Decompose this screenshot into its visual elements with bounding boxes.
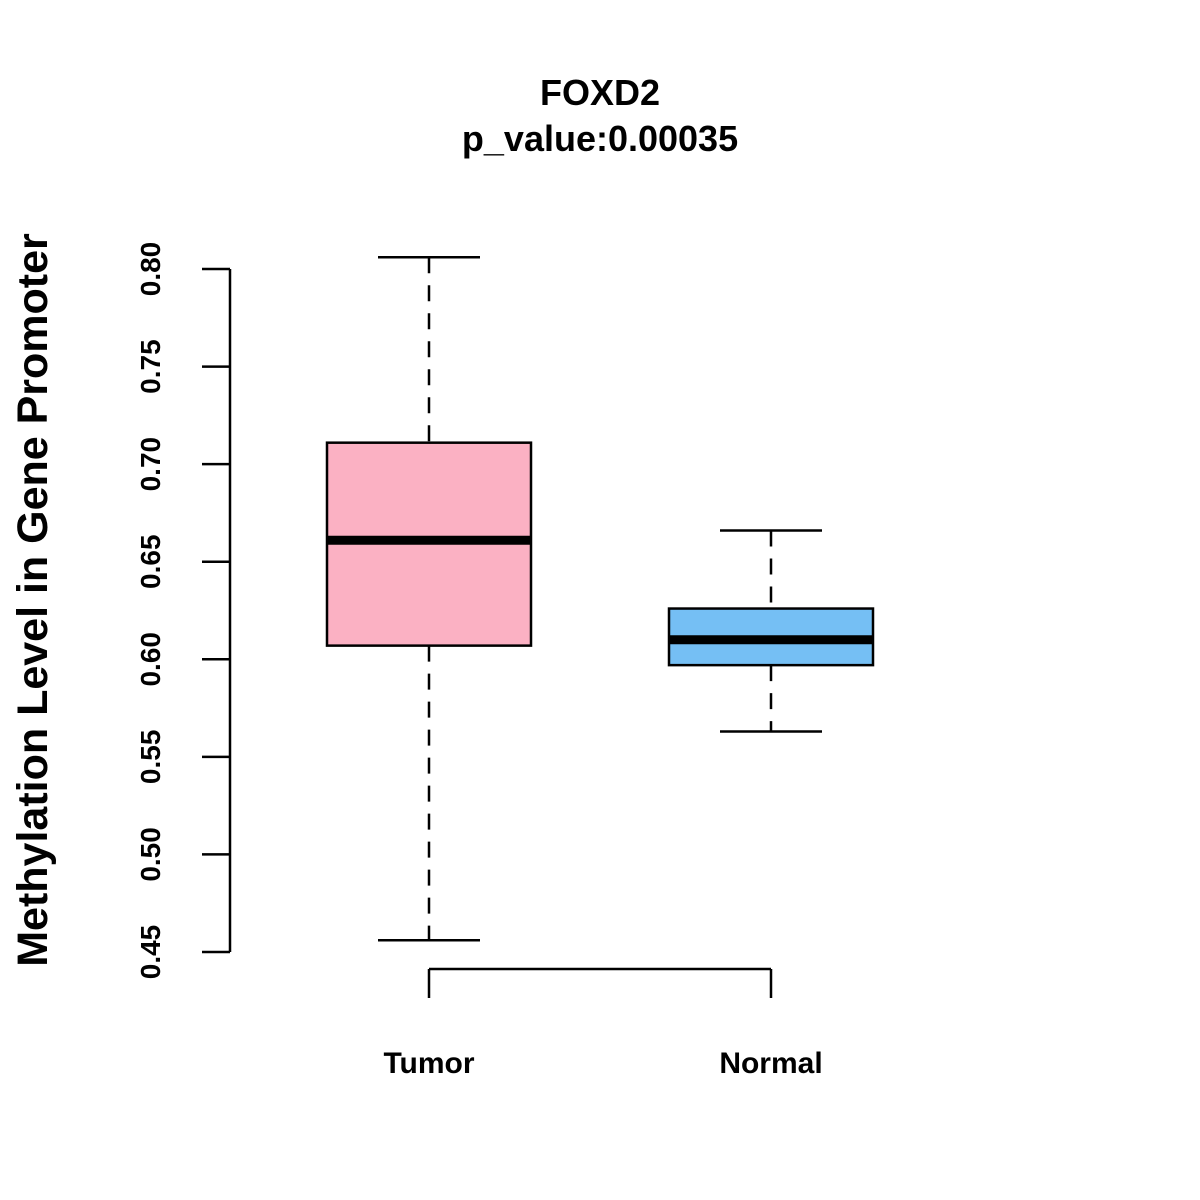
y-tick-label: 0.55 (135, 730, 166, 785)
y-tick-label: 0.80 (135, 242, 166, 297)
y-tick-label: 0.60 (135, 632, 166, 687)
box-normal (667, 529, 875, 733)
chart-subtitle: p_value:0.00035 (462, 118, 738, 159)
y-tick-label: 0.65 (135, 534, 166, 589)
x-category-label: Tumor (383, 1047, 474, 1080)
y-tick-label: 0.45 (135, 925, 166, 980)
y-axis-label: Methylation Level in Gene Promoter (9, 233, 57, 967)
y-tick-label: 0.75 (135, 339, 166, 394)
box-tumor (325, 256, 533, 942)
y-tick-label: 0.50 (135, 827, 166, 882)
comparison-bracket (427, 967, 773, 998)
y-tick-label: 0.70 (135, 437, 166, 492)
y-axis: 0.45 0.50 0.55 0.60 0.65 0.70 0.75 0.80 (135, 242, 232, 980)
x-axis-labels: Tumor Normal (383, 1047, 822, 1080)
chart-title: FOXD2 (540, 72, 660, 113)
boxes-group (325, 256, 875, 942)
x-category-label: Normal (719, 1047, 822, 1080)
